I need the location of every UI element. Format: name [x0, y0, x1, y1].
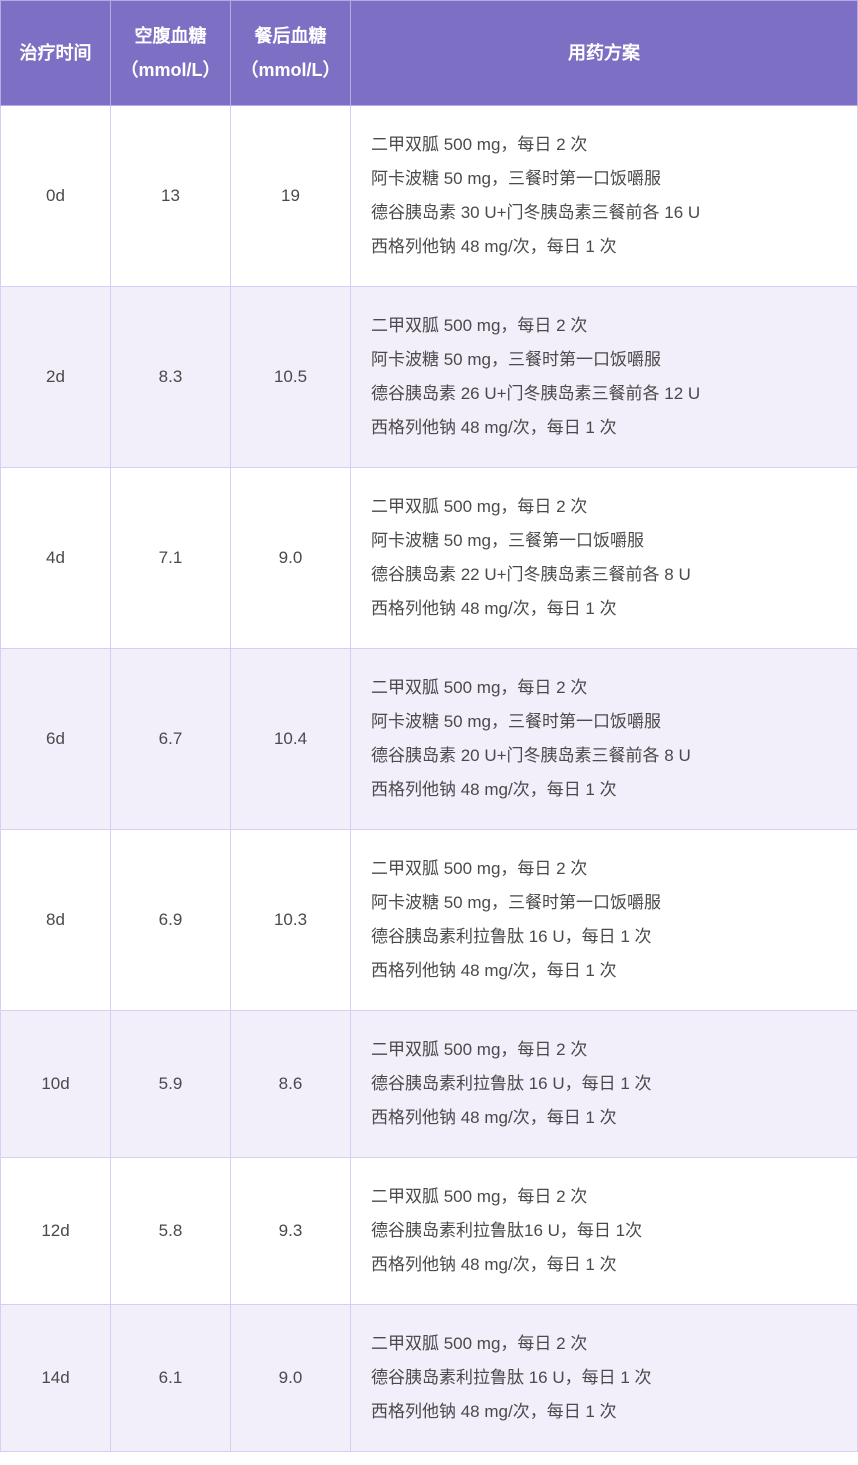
cell-time: 4d: [1, 468, 111, 649]
cell-postprandial: 9.0: [231, 1305, 351, 1452]
cell-postprandial: 8.6: [231, 1011, 351, 1158]
cell-time: 6d: [1, 649, 111, 830]
table-row: 0d1319二甲双胍 500 mg，每日 2 次阿卡波糖 50 mg，三餐时第一…: [1, 106, 858, 287]
plan-line: 西格列他钠 48 mg/次，每日 1 次: [371, 411, 843, 445]
plan-line: 二甲双胍 500 mg，每日 2 次: [371, 490, 843, 524]
table-body: 0d1319二甲双胍 500 mg，每日 2 次阿卡波糖 50 mg，三餐时第一…: [1, 106, 858, 1452]
cell-postprandial: 10.4: [231, 649, 351, 830]
cell-time: 8d: [1, 830, 111, 1011]
cell-fasting: 7.1: [111, 468, 231, 649]
cell-postprandial: 10.5: [231, 287, 351, 468]
cell-postprandial: 9.0: [231, 468, 351, 649]
cell-fasting: 5.8: [111, 1158, 231, 1305]
plan-line: 德谷胰岛素利拉鲁肽 16 U，每日 1 次: [371, 1361, 843, 1395]
table-row: 8d6.910.3二甲双胍 500 mg，每日 2 次阿卡波糖 50 mg，三餐…: [1, 830, 858, 1011]
plan-line: 德谷胰岛素 26 U+门冬胰岛素三餐前各 12 U: [371, 377, 843, 411]
plan-line: 西格列他钠 48 mg/次，每日 1 次: [371, 1101, 843, 1135]
cell-postprandial: 9.3: [231, 1158, 351, 1305]
plan-line: 二甲双胍 500 mg，每日 2 次: [371, 309, 843, 343]
cell-plan: 二甲双胍 500 mg，每日 2 次德谷胰岛素利拉鲁肽16 U，每日 1次西格列…: [351, 1158, 858, 1305]
plan-line: 西格列他钠 48 mg/次，每日 1 次: [371, 230, 843, 264]
col-header-plan: 用药方案: [351, 1, 858, 106]
plan-line: 阿卡波糖 50 mg，三餐时第一口饭嚼服: [371, 162, 843, 196]
table-row: 12d5.89.3二甲双胍 500 mg，每日 2 次德谷胰岛素利拉鲁肽16 U…: [1, 1158, 858, 1305]
plan-line: 西格列他钠 48 mg/次，每日 1 次: [371, 1395, 843, 1429]
plan-line: 二甲双胍 500 mg，每日 2 次: [371, 1327, 843, 1361]
plan-line: 阿卡波糖 50 mg，三餐时第一口饭嚼服: [371, 343, 843, 377]
treatment-table: 治疗时间 空腹血糖（mmol/L） 餐后血糖（mmol/L） 用药方案 0d13…: [0, 0, 858, 1452]
plan-line: 二甲双胍 500 mg，每日 2 次: [371, 128, 843, 162]
plan-line: 德谷胰岛素利拉鲁肽16 U，每日 1次: [371, 1214, 843, 1248]
plan-line: 德谷胰岛素 22 U+门冬胰岛素三餐前各 8 U: [371, 558, 843, 592]
cell-plan: 二甲双胍 500 mg，每日 2 次阿卡波糖 50 mg，三餐第一口饭嚼服德谷胰…: [351, 468, 858, 649]
cell-fasting: 6.9: [111, 830, 231, 1011]
plan-line: 德谷胰岛素利拉鲁肽 16 U，每日 1 次: [371, 920, 843, 954]
cell-time: 12d: [1, 1158, 111, 1305]
cell-time: 14d: [1, 1305, 111, 1452]
plan-line: 二甲双胍 500 mg，每日 2 次: [371, 671, 843, 705]
cell-fasting: 13: [111, 106, 231, 287]
cell-plan: 二甲双胍 500 mg，每日 2 次阿卡波糖 50 mg，三餐时第一口饭嚼服德谷…: [351, 830, 858, 1011]
cell-postprandial: 19: [231, 106, 351, 287]
plan-line: 西格列他钠 48 mg/次，每日 1 次: [371, 954, 843, 988]
col-header-postprandial: 餐后血糖（mmol/L）: [231, 1, 351, 106]
cell-plan: 二甲双胍 500 mg，每日 2 次阿卡波糖 50 mg，三餐时第一口饭嚼服德谷…: [351, 287, 858, 468]
table-row: 4d7.19.0二甲双胍 500 mg，每日 2 次阿卡波糖 50 mg，三餐第…: [1, 468, 858, 649]
table-row: 2d8.310.5二甲双胍 500 mg，每日 2 次阿卡波糖 50 mg，三餐…: [1, 287, 858, 468]
plan-line: 二甲双胍 500 mg，每日 2 次: [371, 1033, 843, 1067]
table-row: 10d5.98.6二甲双胍 500 mg，每日 2 次德谷胰岛素利拉鲁肽 16 …: [1, 1011, 858, 1158]
cell-plan: 二甲双胍 500 mg，每日 2 次德谷胰岛素利拉鲁肽 16 U，每日 1 次西…: [351, 1305, 858, 1452]
table-row: 6d6.710.4二甲双胍 500 mg，每日 2 次阿卡波糖 50 mg，三餐…: [1, 649, 858, 830]
cell-time: 0d: [1, 106, 111, 287]
cell-fasting: 6.7: [111, 649, 231, 830]
table-row: 14d6.19.0二甲双胍 500 mg，每日 2 次德谷胰岛素利拉鲁肽 16 …: [1, 1305, 858, 1452]
cell-time: 2d: [1, 287, 111, 468]
plan-line: 阿卡波糖 50 mg，三餐第一口饭嚼服: [371, 524, 843, 558]
cell-fasting: 6.1: [111, 1305, 231, 1452]
cell-plan: 二甲双胍 500 mg，每日 2 次德谷胰岛素利拉鲁肽 16 U，每日 1 次西…: [351, 1011, 858, 1158]
cell-fasting: 8.3: [111, 287, 231, 468]
cell-plan: 二甲双胍 500 mg，每日 2 次阿卡波糖 50 mg，三餐时第一口饭嚼服德谷…: [351, 649, 858, 830]
plan-line: 西格列他钠 48 mg/次，每日 1 次: [371, 592, 843, 626]
plan-line: 德谷胰岛素 20 U+门冬胰岛素三餐前各 8 U: [371, 739, 843, 773]
col-header-fasting: 空腹血糖（mmol/L）: [111, 1, 231, 106]
plan-line: 二甲双胍 500 mg，每日 2 次: [371, 852, 843, 886]
plan-line: 阿卡波糖 50 mg，三餐时第一口饭嚼服: [371, 705, 843, 739]
cell-fasting: 5.9: [111, 1011, 231, 1158]
plan-line: 德谷胰岛素 30 U+门冬胰岛素三餐前各 16 U: [371, 196, 843, 230]
cell-plan: 二甲双胍 500 mg，每日 2 次阿卡波糖 50 mg，三餐时第一口饭嚼服德谷…: [351, 106, 858, 287]
plan-line: 二甲双胍 500 mg，每日 2 次: [371, 1180, 843, 1214]
cell-postprandial: 10.3: [231, 830, 351, 1011]
plan-line: 阿卡波糖 50 mg，三餐时第一口饭嚼服: [371, 886, 843, 920]
plan-line: 西格列他钠 48 mg/次，每日 1 次: [371, 1248, 843, 1282]
cell-time: 10d: [1, 1011, 111, 1158]
col-header-time: 治疗时间: [1, 1, 111, 106]
plan-line: 德谷胰岛素利拉鲁肽 16 U，每日 1 次: [371, 1067, 843, 1101]
plan-line: 西格列他钠 48 mg/次，每日 1 次: [371, 773, 843, 807]
table-header: 治疗时间 空腹血糖（mmol/L） 餐后血糖（mmol/L） 用药方案: [1, 1, 858, 106]
